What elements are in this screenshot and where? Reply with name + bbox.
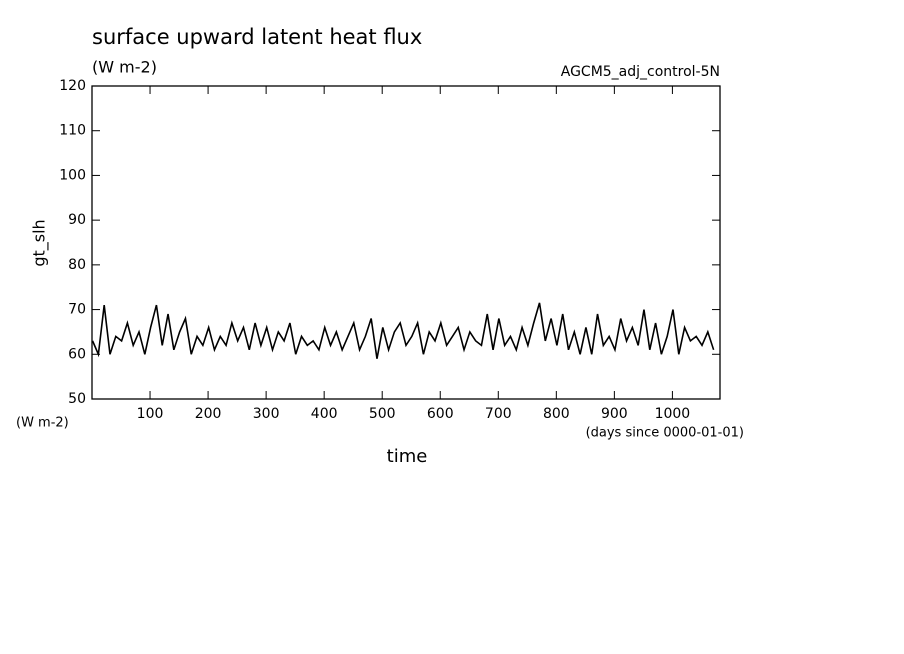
- x-tick-label: 700: [485, 406, 512, 422]
- y-tick-label: 60: [68, 346, 86, 362]
- y-tick-label: 80: [68, 257, 86, 273]
- plot-frame: [91, 85, 721, 400]
- y-tick-label: 120: [59, 78, 86, 94]
- chart-subtitle: (W m-2): [92, 58, 157, 77]
- y-tick-label: 100: [59, 167, 86, 183]
- y-tick-label: 110: [59, 123, 86, 139]
- y-tick-label: 50: [68, 391, 86, 407]
- x-tick-label: 300: [253, 406, 280, 422]
- x-tick-label: 800: [543, 406, 570, 422]
- x-tick-label: 100: [137, 406, 164, 422]
- x-tick-label: 400: [311, 406, 338, 422]
- x-tick-label: 1000: [655, 406, 691, 422]
- y-axis-label: gt_slh: [30, 219, 50, 266]
- x-tick-label: 500: [369, 406, 396, 422]
- x-tick-label: 600: [427, 406, 454, 422]
- x-tick-label: 200: [195, 406, 222, 422]
- data-line: [91, 302, 715, 359]
- x-tick-label: 900: [601, 406, 628, 422]
- y-tick-label: 90: [68, 212, 86, 228]
- chart-title: surface upward latent heat flux: [92, 25, 422, 49]
- x-units: (days since 0000-01-01): [586, 426, 744, 441]
- y-tick-label: 70: [68, 302, 86, 318]
- annotation: AGCM5_adj_control-5N: [561, 64, 720, 80]
- x-axis-label: time: [387, 446, 428, 467]
- y-units: (W m-2): [16, 416, 69, 431]
